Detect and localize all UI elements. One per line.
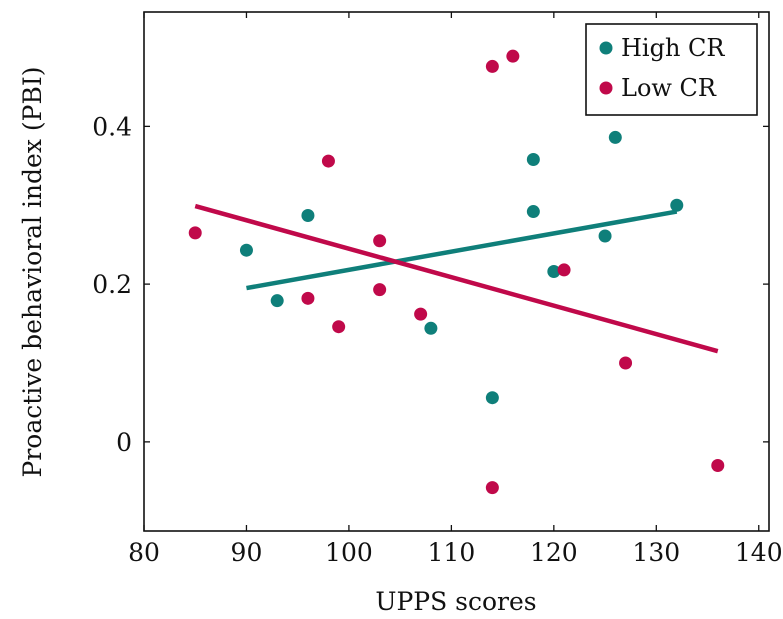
y-axis-label: Proactive behavioral index (PBI) [18, 67, 47, 478]
x-tick-label: 110 [428, 538, 476, 567]
x-tick-label: 80 [128, 538, 160, 567]
point-high-cr [424, 321, 438, 335]
point-low-cr [188, 226, 202, 240]
legend-marker-low-cr [599, 81, 613, 95]
point-low-cr [711, 459, 725, 473]
x-tick-label: 120 [530, 538, 578, 567]
y-tick-label: 0 [116, 428, 132, 457]
data-points [188, 49, 725, 495]
point-low-cr [321, 154, 335, 168]
point-low-cr [373, 234, 387, 248]
fit-line-low-cr [194, 203, 719, 354]
point-high-cr [485, 391, 499, 405]
x-tick-label: 140 [735, 538, 783, 567]
fit-lines [194, 203, 719, 354]
point-high-cr [239, 243, 253, 257]
legend: High CR Low CR [585, 23, 758, 116]
x-axis-label: UPPS scores [375, 587, 536, 616]
axis-ticks: 80 90 100 110 120 130 140 0 0.2 0.4 [92, 12, 783, 567]
point-low-cr [619, 356, 633, 370]
point-low-cr [301, 291, 315, 305]
point-high-cr [598, 229, 612, 243]
legend-label-high-cr: High CR [621, 34, 725, 62]
point-low-cr [557, 263, 571, 277]
x-tick-label: 130 [632, 538, 680, 567]
legend-marker-high-cr [599, 41, 613, 55]
y-tick-label: 0.2 [92, 270, 132, 299]
point-low-cr [373, 283, 387, 297]
fit-line-high-cr [246, 209, 678, 291]
point-high-cr [526, 152, 540, 166]
point-high-cr [270, 294, 284, 308]
x-tick-label: 90 [231, 538, 263, 567]
point-high-cr [526, 205, 540, 219]
point-low-cr [485, 59, 499, 73]
legend-box [585, 23, 758, 116]
y-tick-label: 0.4 [92, 112, 132, 141]
point-high-cr [608, 130, 622, 144]
point-high-cr [547, 265, 561, 278]
point-high-cr [301, 208, 315, 222]
x-tick-label: 100 [325, 538, 373, 567]
point-low-cr [414, 307, 428, 321]
point-low-cr [485, 481, 499, 495]
point-low-cr [506, 49, 520, 63]
plot-frame [143, 11, 770, 532]
legend-label-low-cr: Low CR [621, 74, 717, 102]
point-high-cr [670, 198, 684, 212]
point-low-cr [332, 320, 346, 334]
